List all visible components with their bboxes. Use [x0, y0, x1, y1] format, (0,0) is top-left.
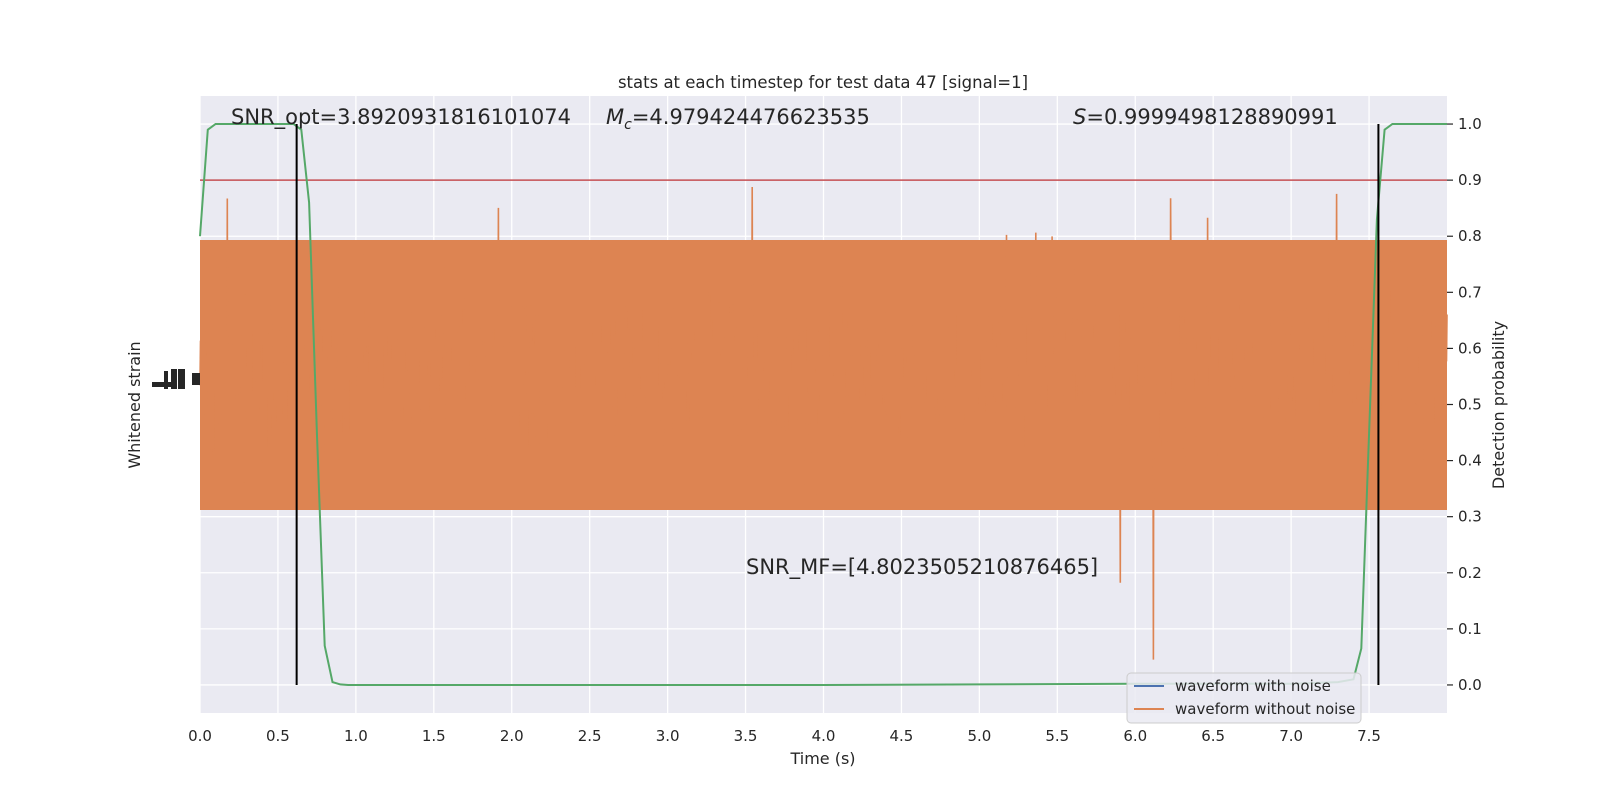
chirp-mass-symbol: M	[606, 105, 624, 129]
x-tick-label: 2.5	[578, 727, 602, 745]
detection-probability-series	[199, 123, 1447, 686]
x-tick-label: 2.0	[500, 727, 524, 745]
legend-label-with-noise: waveform with noise	[1175, 677, 1331, 695]
s-symbol: S	[1073, 105, 1086, 129]
x-tick-label: 3.5	[734, 727, 758, 745]
x-tick-label: 5.0	[967, 727, 991, 745]
y-right-tick-label: 0.9	[1458, 171, 1482, 189]
y-right-tick-label: 0.5	[1458, 396, 1482, 414]
detection-probability-line	[199, 123, 1447, 686]
y-right-tick-label: 0.0	[1458, 676, 1482, 694]
y-right-axis-label: Detection probability	[1489, 321, 1508, 489]
snr-mf-annotation: SNR_MF=[4.8023505210876465]	[746, 555, 1098, 580]
waveform-without-noise-line	[199, 186, 1448, 660]
x-tick-label: 5.5	[1045, 727, 1069, 745]
legend: waveform with noise waveform without noi…	[1126, 672, 1362, 724]
chirp-mass-subscript: c	[624, 117, 632, 133]
y-right-tick-label: 0.7	[1458, 283, 1482, 301]
x-tick-label: 6.5	[1201, 727, 1225, 745]
y-right-tick-label: 0.2	[1458, 564, 1482, 582]
y-right-tick-label: 0.4	[1458, 452, 1482, 470]
waveform-without-noise-series	[199, 186, 1448, 660]
s-value: =0.9999498128890991	[1086, 105, 1337, 129]
x-tick-label: 7.0	[1279, 727, 1303, 745]
x-tick-label: 6.0	[1123, 727, 1147, 745]
x-tick-label: 0.5	[266, 727, 290, 745]
snr-opt-annotation: SNR_opt=3.8920931816101074	[231, 105, 571, 130]
vertical-markers	[295, 124, 1380, 685]
y-right-tick-label: 0.3	[1458, 508, 1482, 526]
chirp-mass-annotation: Mc=4.979424476623535	[606, 105, 870, 133]
chart-title: stats at each timestep for test data 47 …	[618, 73, 1028, 92]
x-axis-label: Time (s)	[789, 749, 855, 768]
y-right-tick-label: 0.6	[1458, 339, 1482, 357]
legend-box	[1126, 672, 1362, 724]
y-right-tick-label: 0.1	[1458, 620, 1482, 638]
x-tick-label: 3.0	[656, 727, 680, 745]
legend-label-without-noise: waveform without noise	[1175, 700, 1355, 718]
x-tick-label: 7.5	[1357, 727, 1381, 745]
x-tick-label: 1.5	[422, 727, 446, 745]
s-annotation: S=0.9999498128890991	[1073, 105, 1338, 129]
x-axis-ticks: 0.0 0.5 1.0 1.5 2.0 2.5 3.0 3.5 4.0 4.5 5.0 5.5 6.0 6…	[188, 727, 1381, 745]
x-tick-label: 1.0	[344, 727, 368, 745]
y-left-axis-label: Whitened strain	[125, 341, 144, 468]
x-tick-label: 0.0	[188, 727, 212, 745]
y-right-tick-label: 0.8	[1458, 227, 1482, 245]
x-tick-label: 4.0	[812, 727, 836, 745]
y-right-tick-label: 1.0	[1458, 115, 1482, 133]
x-tick-label: 4.5	[890, 727, 914, 745]
chirp-mass-value: =4.979424476623535	[632, 105, 870, 129]
y-right-axis-ticks: 0.0 0.1 0.2 0.3 0.4 0.5 0.6 0.7 0.8 0.9 1.0	[1447, 115, 1482, 694]
y-left-tick-clutter	[152, 369, 200, 389]
